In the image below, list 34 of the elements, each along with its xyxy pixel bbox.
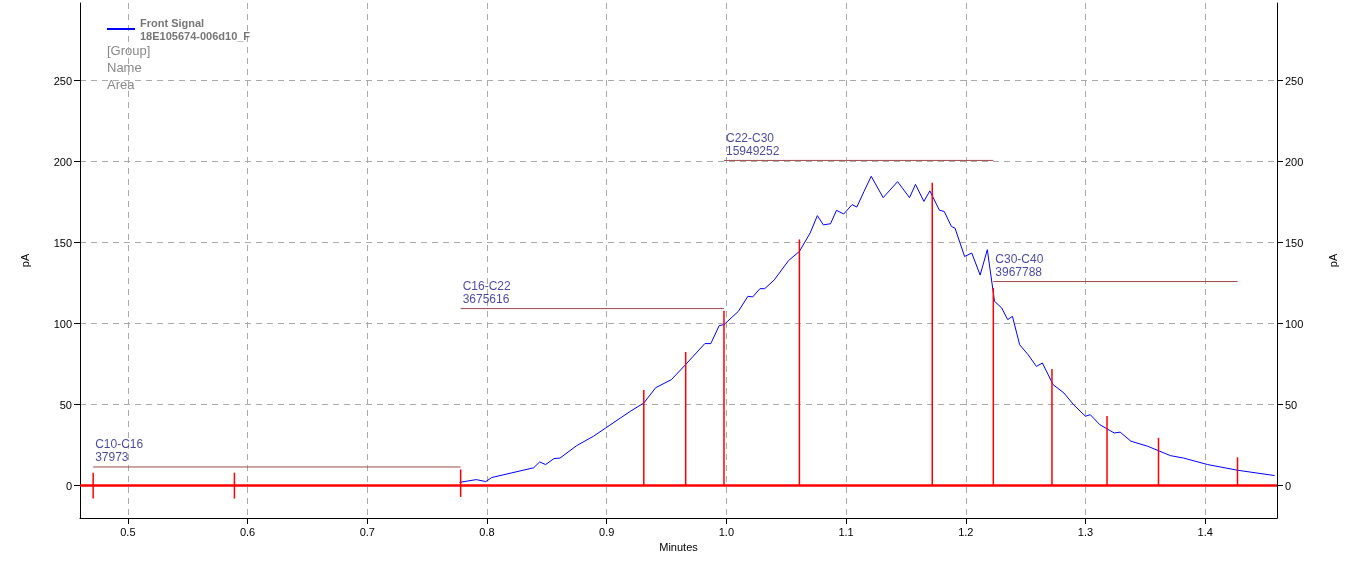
x-tick-label: 1.3 [1077,525,1094,538]
y2-tick-label: 100 [1285,317,1304,330]
x-tick-label: 1.2 [958,525,974,538]
y2-axis-title: pA [1326,253,1339,268]
annotation: C22-C30 15949252 [725,130,780,158]
y-tick-label: 250 [53,74,72,87]
x-tick-label: 1.0 [718,525,735,538]
annotation: [Group] [107,43,151,58]
y-tick-label: 200 [53,155,72,168]
x-tick-label: 1.4 [1197,525,1213,538]
annotation: C16-C22 3675616 [462,279,511,307]
annotation: C30-C40 3967788 [995,252,1044,280]
annotation: Area [107,77,136,92]
line-series [458,175,1276,483]
x-axis-title: Minutes [659,541,699,554]
annotation: C10-C16 37973 [95,437,144,465]
legend-label: Front Signal 18E105674-006d10_F [140,16,251,42]
y-tick-label: 150 [53,236,72,249]
x-tick-label: 0.6 [239,525,256,538]
y2-tick-label: 0 [1285,479,1292,492]
y-tick-label: 0 [65,479,72,492]
y-tick-label: 100 [53,317,72,330]
y2-tick-label: 200 [1285,155,1304,168]
x-tick-label: 0.5 [120,525,136,538]
x-tick-label: 0.9 [599,525,615,538]
x-tick-label: 1.1 [838,525,854,538]
x-tick-label: 0.7 [359,525,375,538]
y2-tick-label: 150 [1285,236,1304,249]
y-axis-title: pA [18,253,31,268]
x-tick-label: 0.8 [479,525,495,538]
y-tick-label: 50 [59,398,72,411]
y2-tick-label: 250 [1285,74,1304,87]
annotation: Name [107,60,142,75]
y2-tick-label: 50 [1285,398,1298,411]
